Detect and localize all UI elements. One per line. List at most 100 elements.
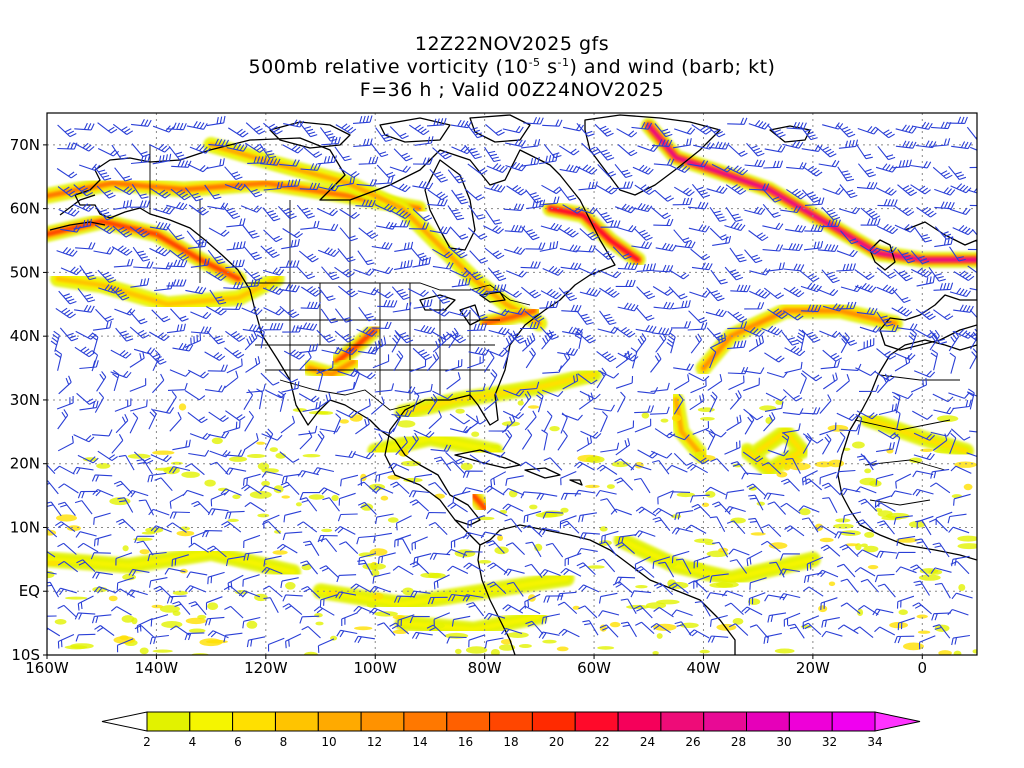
wind-barb <box>259 157 281 166</box>
wind-barb <box>504 330 517 350</box>
vorticity-speck <box>354 626 373 631</box>
wind-barb <box>931 612 951 621</box>
wind-barb <box>94 392 105 413</box>
wind-barb <box>802 165 823 177</box>
wind-barb <box>668 286 688 300</box>
wind-barb <box>729 390 742 410</box>
wind-barb <box>319 127 338 142</box>
wind-barb <box>501 288 522 298</box>
wind-barb <box>298 250 319 263</box>
vorticity-speck <box>133 537 153 541</box>
vorticity-speck <box>257 513 270 518</box>
wind-barb <box>631 241 653 250</box>
wind-barb <box>822 497 838 514</box>
wind-barb <box>952 399 972 410</box>
wind-barb <box>280 415 296 434</box>
wind-barb <box>429 226 451 235</box>
wind-barb <box>312 467 335 475</box>
wind-barb <box>671 550 690 564</box>
wind-barb <box>749 577 767 590</box>
wind-barb <box>374 176 394 185</box>
wind-barb <box>949 246 966 262</box>
wind-barb <box>520 261 541 269</box>
wind-barb <box>798 505 820 513</box>
vorticity-speck <box>428 572 446 579</box>
colorbar-swatch <box>317 711 362 732</box>
wind-barb <box>170 308 189 322</box>
wind-barb <box>427 596 448 605</box>
wind-barb <box>169 412 182 432</box>
wind-barb <box>709 227 729 241</box>
wind-barb <box>577 373 598 385</box>
wind-barb <box>149 221 171 231</box>
wind-barb <box>895 124 917 134</box>
wind-barb <box>449 413 471 425</box>
wind-barb <box>169 493 186 509</box>
wind-barb <box>241 224 260 239</box>
wind-barb <box>207 508 229 516</box>
wind-barb <box>426 351 440 372</box>
vorticity-speck <box>845 543 859 547</box>
colorbar-swatch <box>146 711 191 732</box>
wind-barb <box>743 367 765 375</box>
wind-barb <box>371 321 392 330</box>
wind-barb <box>764 594 785 602</box>
wind-barb <box>281 473 301 484</box>
wind-barb <box>185 286 207 295</box>
wind-barb <box>466 123 485 139</box>
wind-barb <box>801 470 818 486</box>
wind-barb <box>908 328 917 351</box>
wind-barb <box>836 124 856 138</box>
wind-barb <box>207 545 227 558</box>
wind-barb <box>341 612 358 627</box>
vorticity-speck <box>281 495 291 499</box>
wind-barb <box>741 472 762 480</box>
wind-barb <box>580 430 602 439</box>
wind-barb <box>334 308 353 323</box>
wind-barb <box>389 622 410 635</box>
vorticity-speck <box>249 490 272 499</box>
wind-barb <box>595 209 614 224</box>
wind-barb <box>578 512 597 523</box>
wind-barb <box>242 616 261 629</box>
wind-barb <box>635 621 655 635</box>
vorticity-speck <box>863 545 879 553</box>
vorticity-speck <box>759 405 777 411</box>
wind-barb <box>47 615 57 617</box>
wind-barb <box>933 309 954 321</box>
wind-barb <box>469 250 489 264</box>
wind-barb <box>854 567 876 577</box>
wind-barb <box>57 142 78 150</box>
wind-barb <box>897 184 917 197</box>
wind-barb <box>151 373 165 394</box>
vorticity-speck <box>246 454 266 458</box>
vorticity-speck <box>460 462 473 471</box>
lon-label: 40W <box>687 659 721 677</box>
wind-barb <box>243 183 263 198</box>
wind-barb <box>948 165 967 181</box>
wind-barb <box>110 606 132 616</box>
wind-barb <box>575 245 596 253</box>
wind-barb <box>806 556 824 571</box>
wind-barb <box>299 497 318 512</box>
wind-barb <box>763 632 782 644</box>
wind-barb <box>355 199 376 208</box>
lon-label: 0 <box>918 659 928 677</box>
vorticity-speck <box>730 517 746 524</box>
vorticity-speck <box>257 462 270 471</box>
wind-barb <box>637 449 659 459</box>
wind-barb <box>485 123 505 136</box>
wind-barb <box>782 389 803 402</box>
wind-barb <box>520 156 540 167</box>
wind-barb <box>596 464 618 475</box>
vorticity-speck <box>750 532 766 536</box>
wind-barb <box>299 182 321 191</box>
wind-barb <box>582 620 599 636</box>
wind-barb <box>240 278 261 289</box>
wind-barb <box>373 288 394 299</box>
wind-barb <box>469 454 491 465</box>
wind-barb <box>283 119 305 128</box>
wind-barb <box>872 608 894 616</box>
wind-barb <box>615 438 631 456</box>
vorticity-speck <box>70 643 94 649</box>
